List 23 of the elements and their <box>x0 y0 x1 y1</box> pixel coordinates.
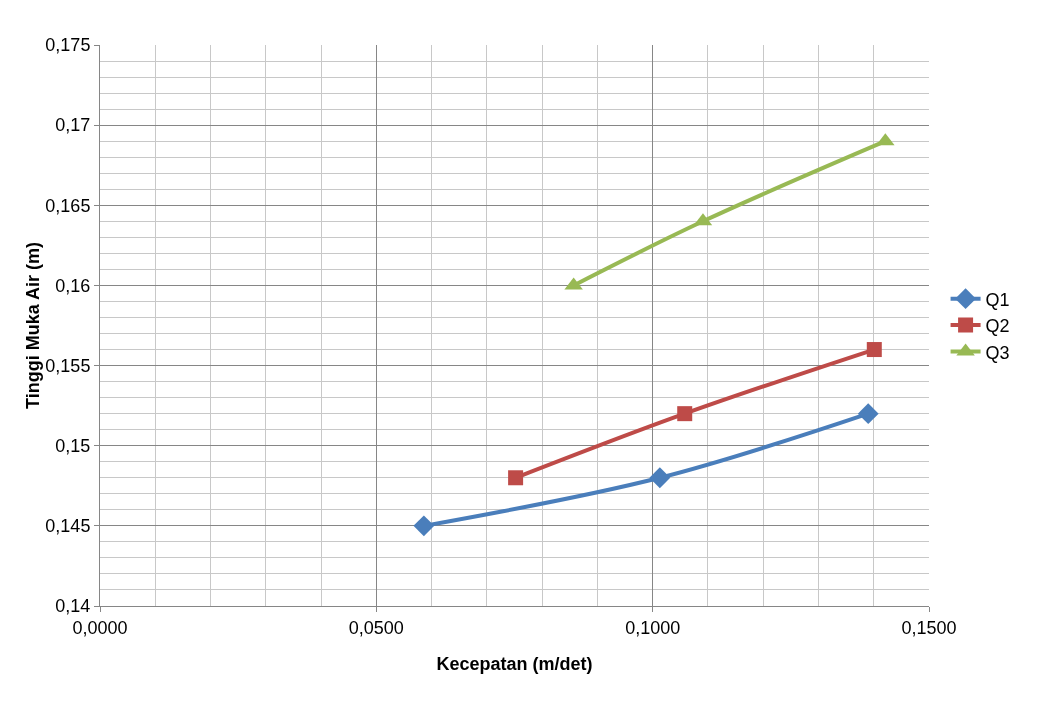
y-tick-label: 0,17 <box>55 115 91 136</box>
y-tick-label: 0,16 <box>55 275 91 296</box>
y-tick-label: 0,175 <box>45 35 91 56</box>
y-tick-label: 0,15 <box>55 436 91 457</box>
legend-label: Q1 <box>985 289 1010 310</box>
legend-label: Q3 <box>985 342 1010 363</box>
x-tick-label: 0,1500 <box>901 617 957 638</box>
point <box>857 403 879 425</box>
y-axis-title: Tinggi Muka Air (m) <box>23 241 44 410</box>
point <box>649 467 671 489</box>
point <box>866 342 882 358</box>
y-tick-label: 0,165 <box>45 195 91 216</box>
y-tick-label: 0,145 <box>45 516 91 537</box>
point <box>413 515 435 537</box>
y-tick-label: 0,14 <box>55 596 91 617</box>
x-tick-label: 0,0500 <box>348 617 404 638</box>
x-axis-title: Kecepatan (m/det) <box>436 653 593 674</box>
point <box>508 470 524 486</box>
point <box>677 406 693 422</box>
x-tick-label: 0,0000 <box>72 617 128 638</box>
y-tick-label: 0,155 <box>45 355 91 376</box>
legend-label: Q2 <box>985 316 1010 337</box>
x-tick-label: 0,1000 <box>625 617 681 638</box>
